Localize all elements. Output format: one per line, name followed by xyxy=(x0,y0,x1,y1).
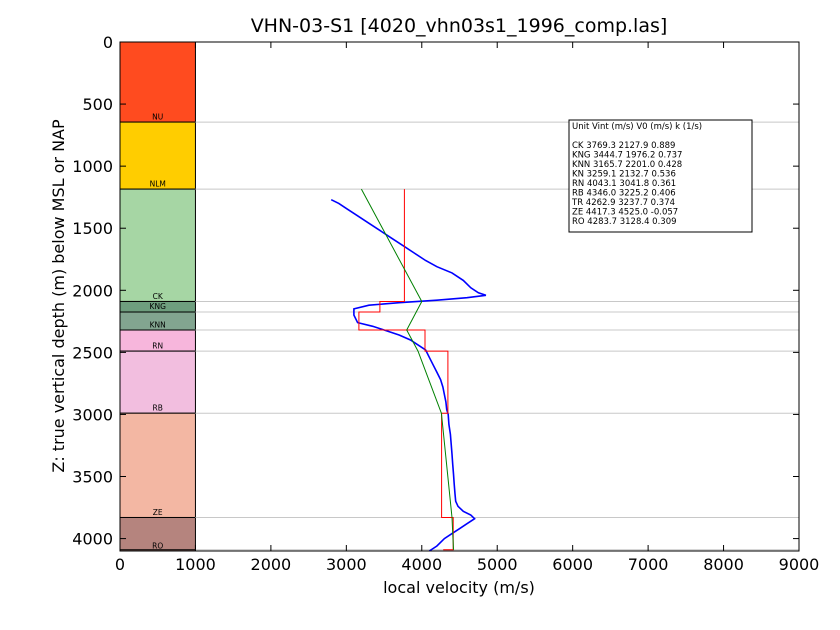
unit-label-kng: KNG xyxy=(150,302,167,311)
unit-label-ze: ZE xyxy=(153,508,163,517)
y-tick-label: 3000 xyxy=(72,405,113,424)
unit-block-ck xyxy=(119,188,196,302)
y-tick-label: 1500 xyxy=(72,219,113,238)
x-tick-label: 5000 xyxy=(477,555,518,574)
unit-label-ro: RO xyxy=(152,542,163,551)
legend-row: ZE 4417.3 4525.0 -0.057 xyxy=(572,208,678,218)
y-tick-label: 2500 xyxy=(72,343,113,362)
unit-block-nu xyxy=(119,41,196,123)
y-tick-label: 2000 xyxy=(72,281,113,300)
y-axis-label: Z: true vertical depth (m) below MSL or … xyxy=(49,119,68,473)
y-tick-label: 4000 xyxy=(72,530,113,549)
x-tick-label: 3000 xyxy=(326,555,367,574)
legend-row: KN 3259.1 2132.7 0.536 xyxy=(572,170,676,180)
legend-box xyxy=(568,119,753,233)
chart-title: VHN-03-S1 [4020_vhn03s1_1996_comp.las] xyxy=(251,15,668,37)
y-tick-label: 1000 xyxy=(72,157,113,176)
x-tick-label: 0 xyxy=(115,555,125,574)
unit-label-ck: CK xyxy=(153,292,164,301)
x-axis-label: local velocity (m/s) xyxy=(383,578,535,597)
unit-label-nu: NU xyxy=(152,113,163,122)
legend-row: KNN 3165.7 2201.0 0.428 xyxy=(572,160,682,170)
y-tick-label: 500 xyxy=(82,95,113,114)
x-tick-label: 1000 xyxy=(175,555,216,574)
y-tick-label: 3500 xyxy=(72,468,113,487)
legend-row: TR 4262.9 3237.7 0.374 xyxy=(571,198,675,208)
unit-block-ze xyxy=(119,516,196,552)
unit-block-nlm xyxy=(119,121,196,190)
unit-label-rb: RB xyxy=(153,404,163,413)
legend-row: CK 3769.3 2127.9 0.889 xyxy=(572,141,675,151)
unit-block-rb xyxy=(119,350,196,414)
x-tick-label: 4000 xyxy=(401,555,442,574)
legend-header: Unit Vint (m/s) V0 (m/s) k (1/s) xyxy=(572,122,702,132)
legend-row: RN 4043.1 3041.8 0.361 xyxy=(572,179,676,189)
unit-label-knn: KNN xyxy=(150,321,166,330)
y-tick-label: 0 xyxy=(103,33,113,52)
legend-row: RO 4283.7 3128.4 0.309 xyxy=(572,217,677,227)
x-tick-label: 8000 xyxy=(703,555,744,574)
unit-label-rn: RN xyxy=(152,342,163,351)
legend-row: RB 4346.0 3225.2 0.406 xyxy=(572,189,676,199)
unit-block-tr xyxy=(119,412,196,518)
x-tick-label: 2000 xyxy=(251,555,292,574)
unit-label-nlm: NLM xyxy=(150,180,166,189)
series-line-0 xyxy=(330,198,487,552)
x-tick-label: 7000 xyxy=(628,555,669,574)
x-tick-label: 9000 xyxy=(779,555,820,574)
legend-row: KNG 3444.7 1976.2 0.737 xyxy=(572,151,682,161)
x-tick-label: 6000 xyxy=(552,555,593,574)
series-line-2 xyxy=(360,188,454,550)
axes-frame xyxy=(119,41,800,552)
series-line-1 xyxy=(358,189,454,551)
